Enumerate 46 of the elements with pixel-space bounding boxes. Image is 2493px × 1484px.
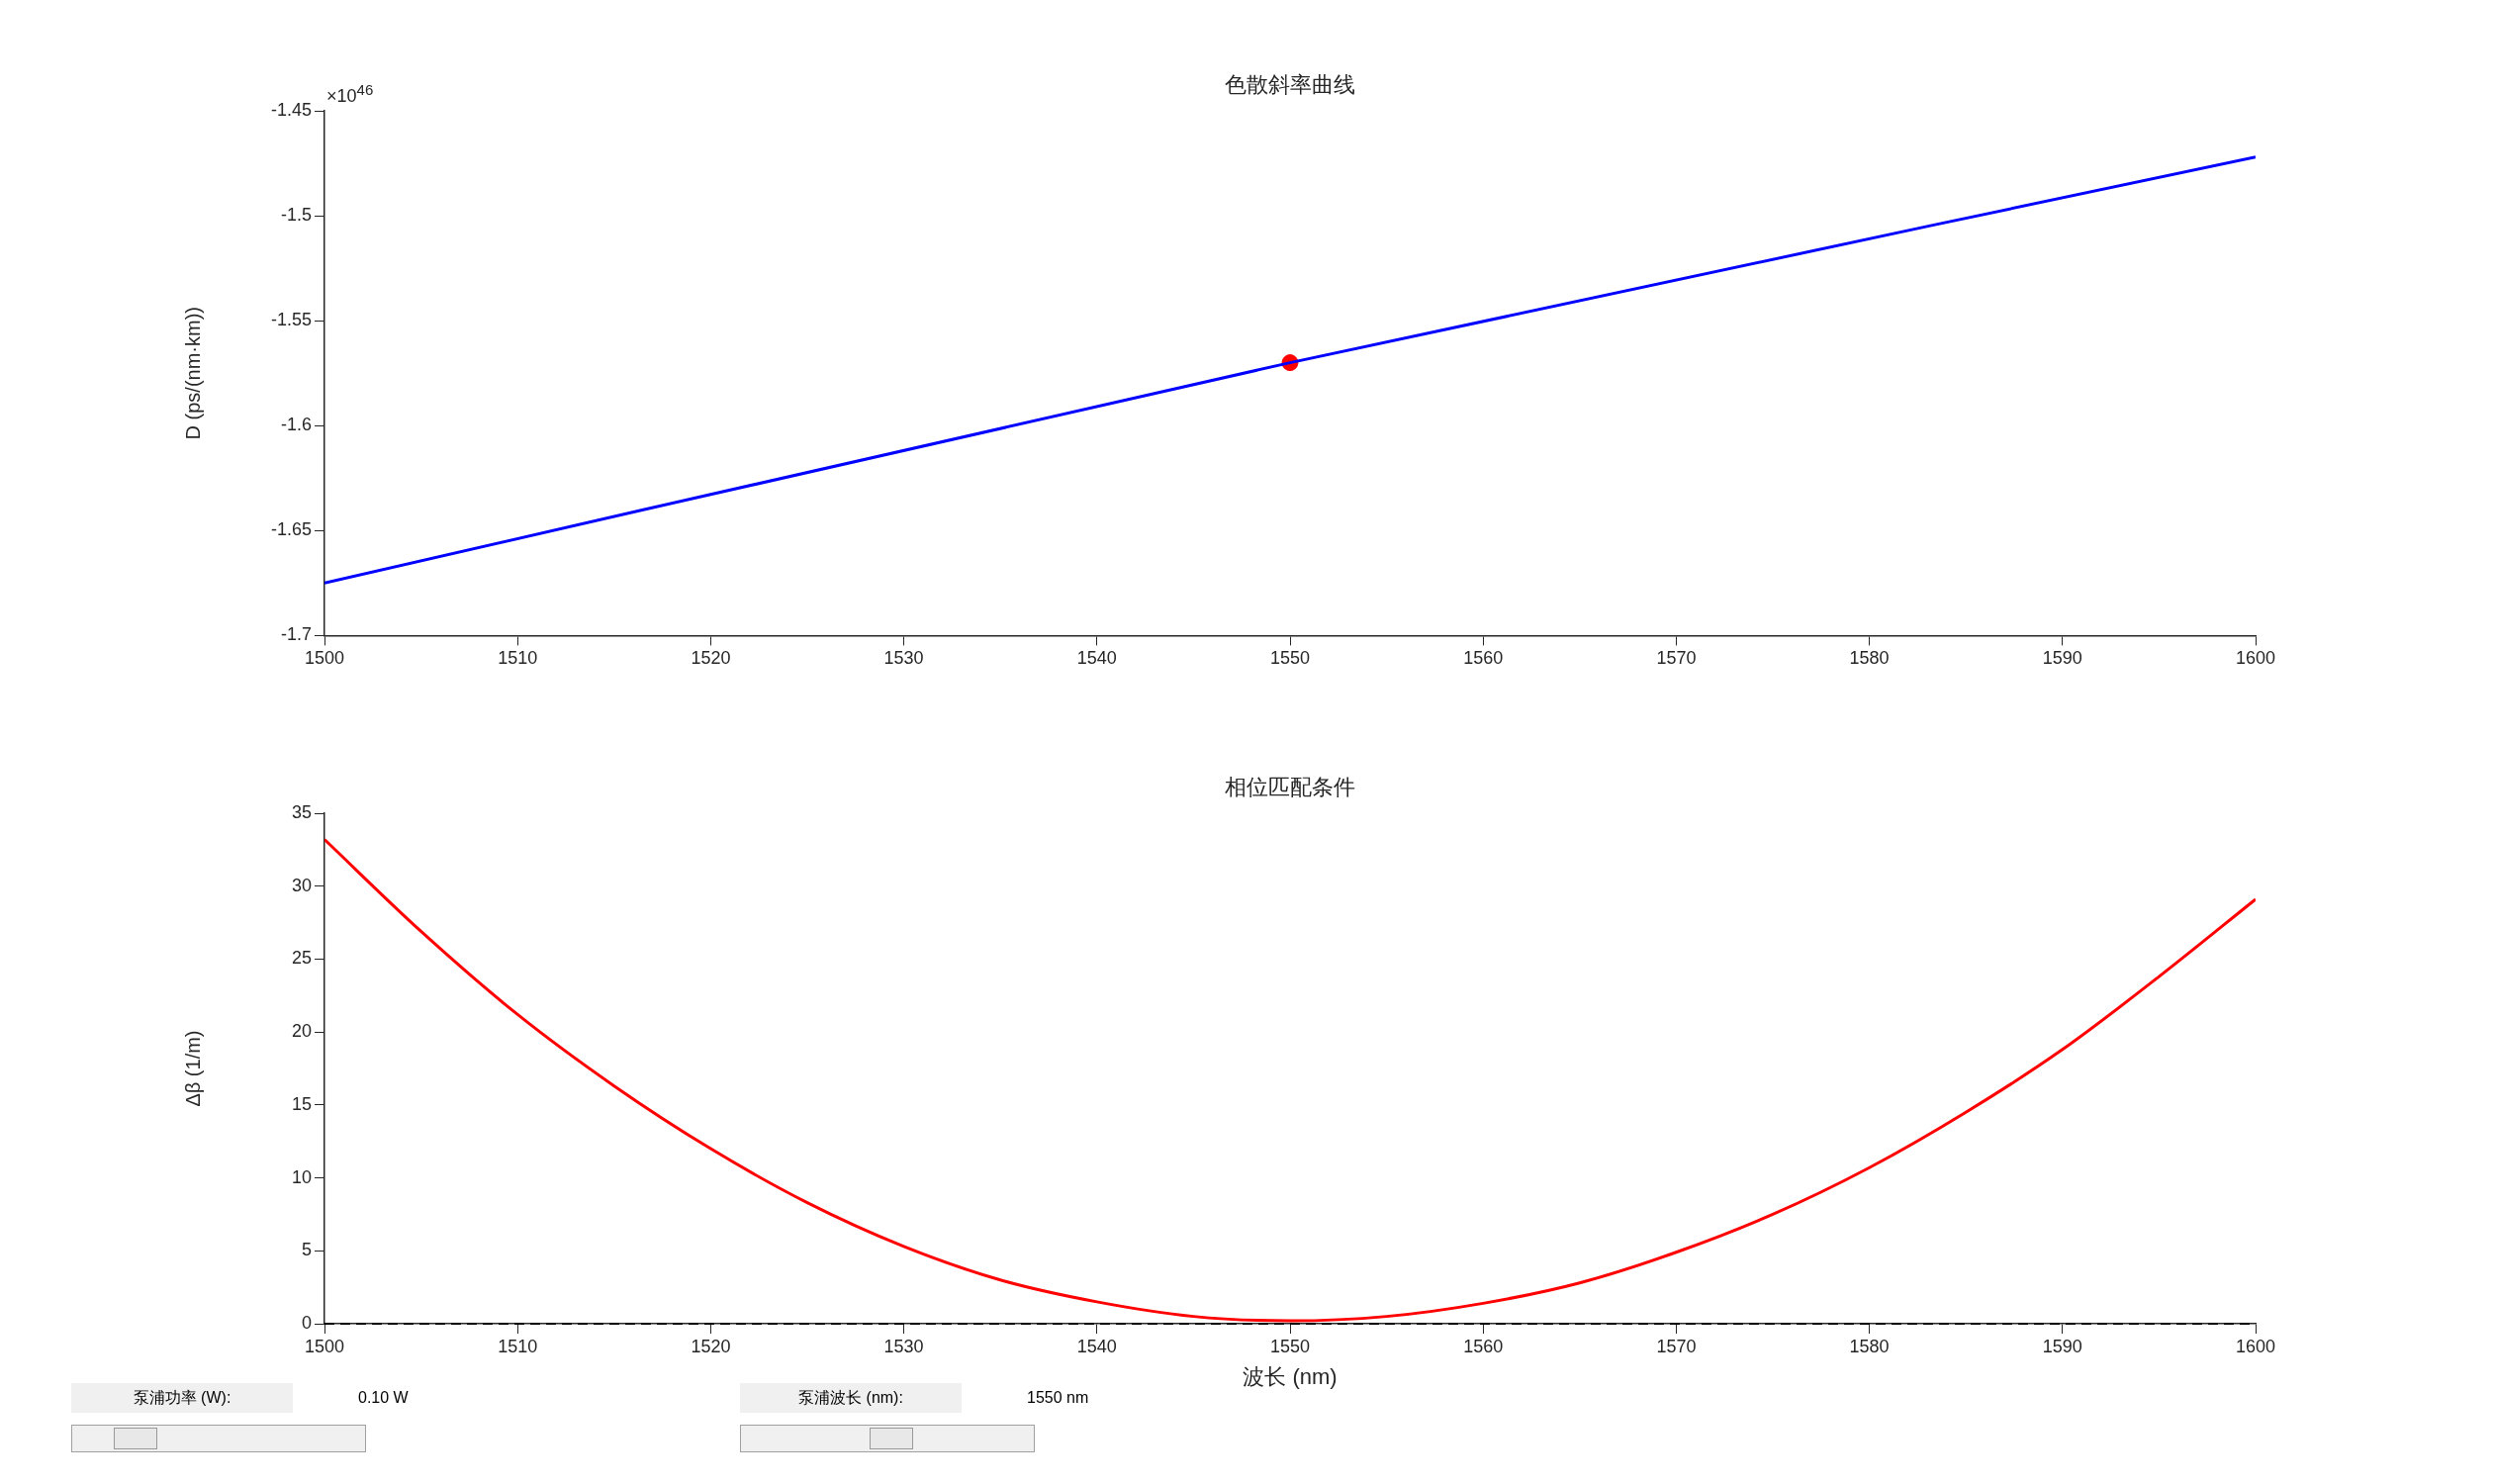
text: 1550 nm <box>1027 1388 1089 1408</box>
text: 泵浦波长 (nm): <box>740 1383 962 1413</box>
y-tick-label: -1.55 <box>270 310 312 330</box>
x-tick-label: 1560 <box>1463 1336 1504 1356</box>
x-tick-label: 1540 <box>1076 1336 1117 1356</box>
x-tick-label: 1510 <box>498 1336 538 1356</box>
y-tick-label: 35 <box>291 801 312 822</box>
x-tick-label: 1500 <box>304 648 345 669</box>
text: 0.10 W <box>358 1388 409 1408</box>
y-tick-label: 10 <box>291 1166 312 1187</box>
y-tick-label: 30 <box>291 875 312 895</box>
x-tick-label: 1520 <box>691 648 731 669</box>
y-tick-label: -1.45 <box>270 99 312 120</box>
y-tick-label: -1.65 <box>270 519 312 540</box>
x-tick-label: 1570 <box>1656 648 1697 669</box>
x-tick-label: 1590 <box>2042 648 2082 669</box>
x-tick-label: 1550 <box>1269 1336 1311 1356</box>
x-tick-label: 1590 <box>2042 1336 2082 1356</box>
x-tick-label: 1580 <box>1849 648 1890 669</box>
x-axis-title: 波长 (nm) <box>1243 1363 1338 1389</box>
y-axis-title: D (ps/(nm·km)) <box>181 306 204 440</box>
y-tick-label: 0 <box>301 1312 312 1333</box>
y-tick-label: 20 <box>291 1021 312 1042</box>
y-tick-label: 15 <box>291 1093 312 1114</box>
x-tick-label: 1500 <box>304 1336 345 1356</box>
x-tick-label: 1580 <box>1849 1336 1890 1356</box>
x-tick-label: 1600 <box>2235 1336 2276 1356</box>
y-tick-label: 5 <box>301 1240 312 1260</box>
x-tick-label: 1520 <box>691 1336 731 1356</box>
x-tick-label: 1540 <box>1076 648 1117 669</box>
x-tick-label: 1600 <box>2235 648 2276 669</box>
x-tick-label: 1550 <box>1269 648 1311 669</box>
chart-title: 色散斜率曲线 <box>1225 71 1355 97</box>
x-tick-label: 1510 <box>498 648 538 669</box>
x-tick-label: 1570 <box>1656 1336 1697 1356</box>
y-tick-label: -1.7 <box>280 624 312 645</box>
x-tick-label: 1530 <box>883 648 924 669</box>
text: ×10$^{46}$ <box>326 81 374 107</box>
x-tick-label: 1560 <box>1463 648 1504 669</box>
y-axis-title: Δβ (1/m) <box>181 1030 204 1107</box>
chart-title: 相位匹配条件 <box>1225 774 1355 799</box>
y-tick-label: -1.5 <box>280 205 312 226</box>
text: 泵浦功率 (W): <box>71 1383 293 1413</box>
y-tick-label: 25 <box>291 948 312 969</box>
x-tick-label: 1530 <box>883 1336 924 1356</box>
y-tick-label: -1.6 <box>280 415 312 435</box>
